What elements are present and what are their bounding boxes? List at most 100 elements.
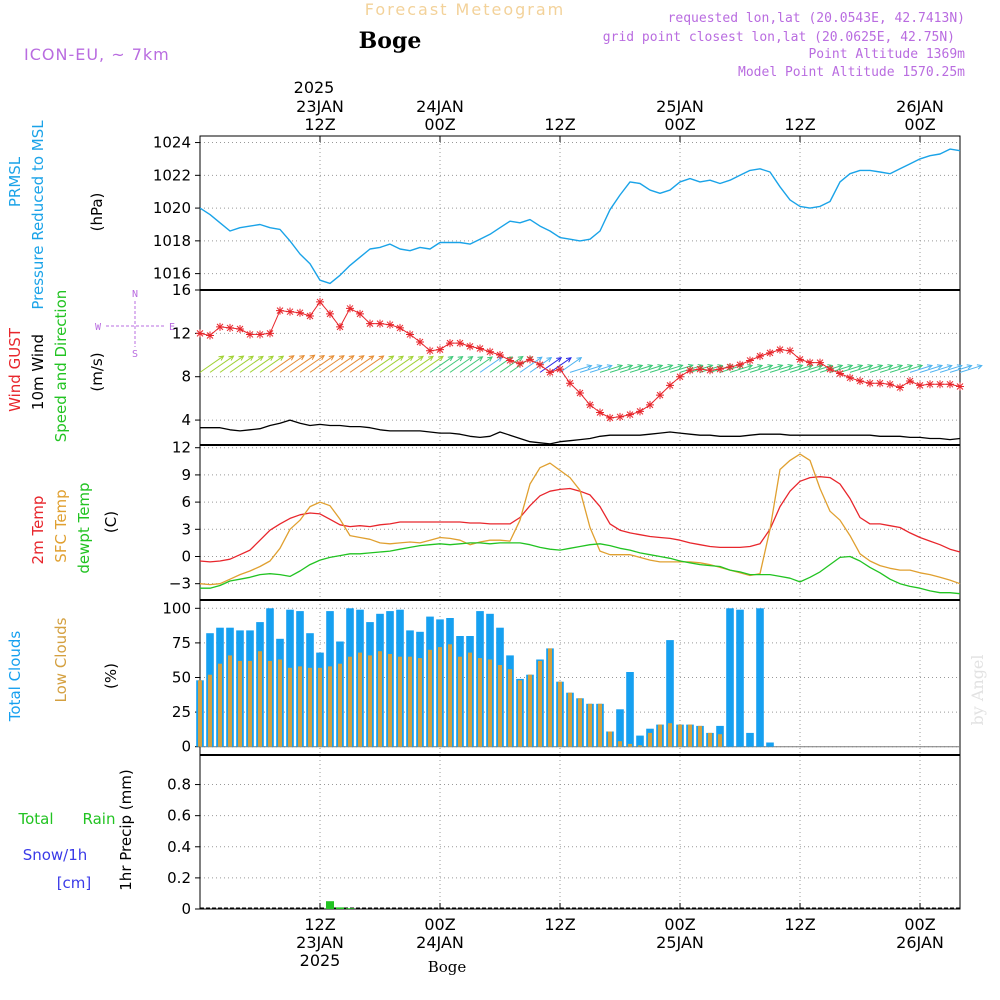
wind-arrow [239, 356, 264, 373]
cloud-bars [196, 608, 960, 748]
top-time-label: 00Z [904, 115, 935, 134]
wind-10m-series [200, 419, 961, 445]
wind-gust-marker [316, 297, 324, 306]
rain-bar [336, 907, 344, 909]
wind-gust-marker [406, 330, 414, 339]
wind-arrow-head [546, 356, 553, 363]
wind-gust-marker [226, 323, 234, 332]
y-axis-p: 1016 1018 1020 1022 1024 [153, 134, 200, 283]
wind-arrow [809, 364, 833, 373]
top-time-label: 12Z [304, 115, 335, 134]
wind-arrow-head [238, 355, 245, 361]
y-tick-label: 0.2 [167, 869, 191, 887]
low-cloud-bar [318, 667, 322, 747]
low-cloud-bar [368, 655, 372, 747]
wind-gust-marker [676, 372, 684, 381]
pressure-panel: PRMSL Pressure Reduced to MSL (hPa) [6, 120, 106, 310]
wind-gust-marker [476, 344, 484, 353]
bottom-time-label: 26JAN [896, 933, 944, 952]
wind-direction-arrows [199, 354, 983, 373]
low-cloud-bar [568, 692, 572, 747]
wind-arrow [839, 364, 863, 373]
wind-arrow [229, 355, 254, 373]
wind-arrow-head [517, 355, 524, 362]
wind-arrow-head [647, 364, 654, 370]
total-cloud-bar [636, 735, 644, 747]
point-altitude: Point Altitude 1369m [808, 47, 965, 62]
wind-arrow-head [877, 364, 884, 370]
wind-arrow-head [536, 356, 543, 362]
gridpoint-lonlat: grid point closest lon,lat (20.0625E, 42… [603, 30, 955, 45]
wind-gust-marker [276, 306, 284, 315]
wind-arrow-head [328, 355, 335, 361]
wind-arrow [629, 364, 653, 373]
low-cloud-bar [458, 656, 462, 747]
wind-unit: (m/s) [88, 352, 106, 391]
wind-arrow-head [867, 364, 874, 370]
wind-arrow [299, 355, 325, 373]
wind-arrow-head [368, 355, 375, 361]
wind-gust-marker [626, 410, 634, 419]
wind-gust-marker [776, 345, 784, 354]
wind-gust-marker [576, 388, 584, 397]
wind-arrow-head [956, 364, 963, 370]
pressure-series [199, 148, 961, 285]
wind-gust-marker [426, 346, 434, 355]
wind-gust-marker [886, 380, 894, 389]
wind-gust-marker [266, 329, 274, 338]
wind-gust-marker [376, 319, 384, 328]
wind-arrow-head [437, 355, 444, 362]
bottom-time-label: 00Z [424, 915, 455, 934]
wind-gust-label: Wind GUST [6, 327, 24, 412]
wind-arrow-head [797, 364, 804, 370]
total-cloud-bar [736, 609, 744, 747]
bottom-time-label: 2025 [300, 951, 341, 970]
panel-frame-t [199, 444, 961, 601]
wind-gust-marker [616, 412, 624, 421]
total-cloud-bar [626, 672, 634, 747]
wind-gust-marker [846, 373, 854, 382]
wind-arrow-head [407, 355, 414, 362]
wind-gust-marker [586, 400, 594, 409]
wind-gust-marker [946, 380, 954, 389]
pressure-line [199, 148, 961, 285]
compass-east: E [169, 322, 175, 333]
wind-gust-marker [836, 369, 844, 378]
y-tick-label: 25 [172, 703, 191, 721]
wind-arrow-head [576, 356, 583, 363]
wind-arrow [499, 356, 524, 373]
wind-panel: Wind GUST 10m Wind Speed and Direction (… [6, 289, 175, 442]
wind-speed-dir-label: Speed and Direction [52, 290, 70, 443]
wind-arrow [419, 356, 444, 373]
wind-arrow [919, 365, 943, 373]
wind-gust-marker [236, 325, 244, 334]
wind-gust-marker [806, 358, 814, 367]
bottom-time-label: 00Z [664, 915, 695, 934]
wind-arrow [469, 356, 493, 373]
low-cloud-bar [718, 734, 722, 747]
temp-sfc-label: SFC Temp [52, 489, 70, 562]
wind-arrow-head [348, 355, 355, 361]
wind-gust-marker [786, 346, 794, 355]
low-cloud-bar [628, 743, 632, 747]
wind-arrow [769, 364, 793, 373]
top-time-label: 25JAN [656, 97, 704, 116]
wind-arrow [269, 355, 295, 373]
top-time-label: 26JAN [896, 97, 944, 116]
faded-title: Forecast Meteogram [365, 0, 565, 19]
temp-sfc-line [199, 453, 961, 586]
wind-arrow [359, 355, 384, 373]
wind-gust-marker [866, 379, 874, 388]
low-cloud-bar [208, 674, 212, 747]
wind-gust-marker [716, 365, 724, 374]
wind-gust-marker [356, 309, 364, 318]
wind-gust-marker [876, 379, 884, 388]
low-cloud-bar [408, 656, 412, 747]
wind-arrow [449, 356, 473, 373]
low-cloud-bar [418, 658, 422, 747]
wind-arrow [609, 364, 633, 373]
wind-arrow-head [596, 364, 603, 370]
precip-bars [200, 901, 960, 909]
wind-gust-marker [656, 391, 664, 400]
